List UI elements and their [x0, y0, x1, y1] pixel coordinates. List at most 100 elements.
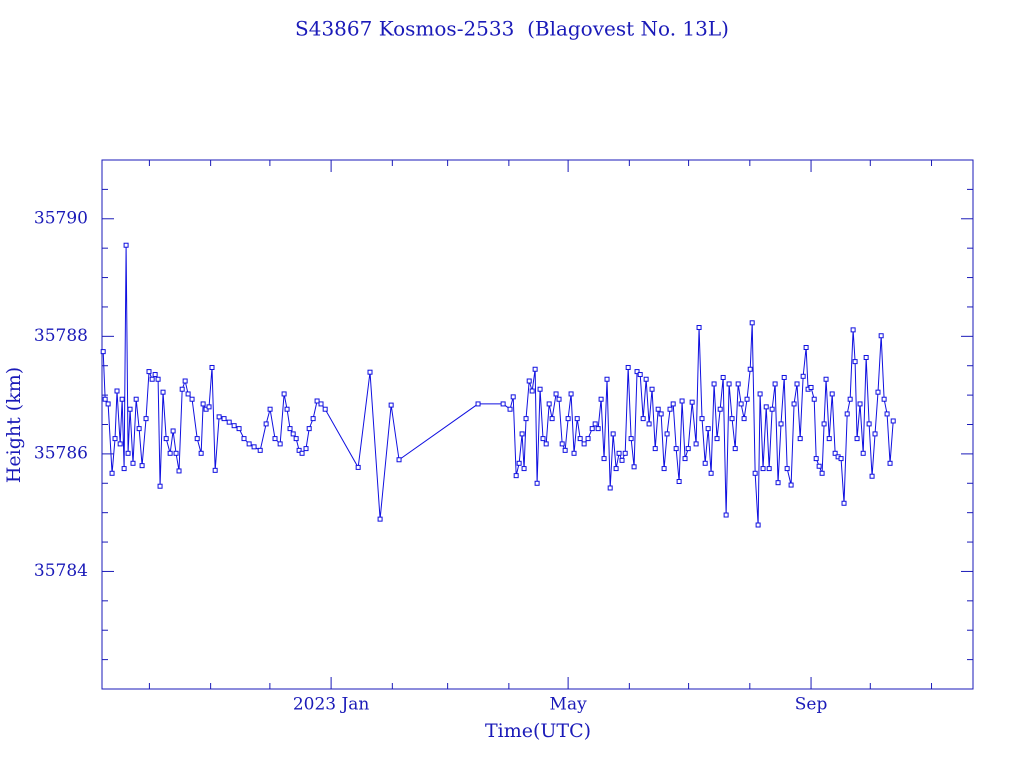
- data-point: [841, 500, 847, 506]
- data-point: [797, 436, 803, 442]
- data-point: [241, 436, 247, 442]
- data-point: [532, 366, 538, 372]
- data-point: [519, 431, 525, 437]
- data-point: [655, 406, 661, 412]
- data-point: [863, 354, 869, 360]
- data-point: [702, 460, 708, 466]
- data-point: [155, 376, 161, 382]
- data-point: [679, 398, 685, 404]
- x-tick-label: May: [550, 695, 588, 715]
- x-tick-label: Sep: [795, 695, 828, 715]
- data-point: [231, 423, 237, 429]
- data-point: [643, 376, 649, 382]
- data-point: [778, 421, 784, 427]
- data-point: [667, 406, 673, 412]
- data-point: [139, 463, 145, 469]
- data-point: [112, 436, 118, 442]
- data-point: [866, 421, 872, 427]
- data-point: [367, 369, 373, 375]
- data-point: [272, 436, 278, 442]
- data-point: [167, 450, 173, 456]
- data-point: [766, 466, 772, 472]
- data-point: [212, 467, 218, 473]
- data-point: [755, 522, 761, 528]
- data-point: [729, 416, 735, 422]
- data-point: [318, 401, 324, 407]
- data-point: [749, 320, 755, 326]
- data-point: [236, 426, 242, 432]
- data-point: [170, 428, 176, 434]
- data-point: [589, 426, 595, 432]
- data-point: [878, 333, 884, 339]
- data-point: [123, 242, 129, 248]
- data-point: [117, 441, 123, 447]
- y-tick-label: 35790: [34, 208, 88, 228]
- data-point: [194, 436, 200, 442]
- data-point: [661, 466, 667, 472]
- data-point: [821, 421, 827, 427]
- data-point: [607, 485, 613, 491]
- data-point: [577, 436, 583, 442]
- data-point: [565, 416, 571, 422]
- data-point: [772, 381, 778, 387]
- data-point: [673, 446, 679, 452]
- data-point: [146, 369, 152, 375]
- data-point: [689, 399, 695, 405]
- data-point: [881, 396, 887, 402]
- data-point: [562, 447, 568, 453]
- data-point: [102, 396, 108, 402]
- data-point: [568, 391, 574, 397]
- y-tick-label: 35788: [34, 326, 88, 346]
- data-point: [121, 466, 127, 472]
- data-point: [556, 396, 562, 402]
- data-point: [781, 374, 787, 380]
- data-point: [100, 349, 106, 355]
- data-point: [510, 394, 516, 400]
- data-point: [598, 396, 604, 402]
- data-point: [574, 416, 580, 422]
- data-point: [875, 389, 881, 395]
- data-point: [744, 396, 750, 402]
- data-point: [526, 378, 532, 384]
- data-point: [788, 482, 794, 488]
- data-point: [507, 406, 513, 412]
- data-point: [534, 480, 540, 486]
- data-point: [251, 444, 257, 450]
- data-point: [125, 450, 131, 456]
- data-point: [221, 416, 227, 422]
- data-point: [813, 456, 819, 462]
- data-point: [388, 402, 394, 408]
- data-point: [281, 391, 287, 397]
- y-tick-label: 35784: [34, 561, 88, 581]
- data-point: [619, 457, 625, 463]
- data-point: [523, 416, 529, 422]
- data-point: [649, 386, 655, 392]
- data-point: [711, 381, 717, 387]
- data-point: [791, 401, 797, 407]
- data-point: [847, 396, 853, 402]
- data-point: [206, 404, 212, 410]
- data-point: [396, 457, 402, 463]
- data-point: [114, 388, 120, 394]
- y-tick-label: 35786: [34, 443, 88, 463]
- data-point: [658, 411, 664, 417]
- data-point: [708, 470, 714, 476]
- data-point: [735, 381, 741, 387]
- data-point: [559, 441, 565, 447]
- data-point: [869, 473, 875, 479]
- data-point: [769, 406, 775, 412]
- data-point: [829, 391, 835, 397]
- data-point: [119, 396, 125, 402]
- x-axis-label: Time(UTC): [485, 720, 591, 742]
- data-point: [826, 436, 832, 442]
- data-point: [838, 456, 844, 462]
- data-point: [592, 421, 598, 427]
- data-point: [109, 470, 115, 476]
- data-point: [157, 483, 163, 489]
- data-point: [652, 446, 658, 452]
- data-point: [284, 406, 290, 412]
- x-tick-label: 2023 Jan: [293, 695, 370, 715]
- data-point: [136, 426, 142, 432]
- data-point: [310, 416, 316, 422]
